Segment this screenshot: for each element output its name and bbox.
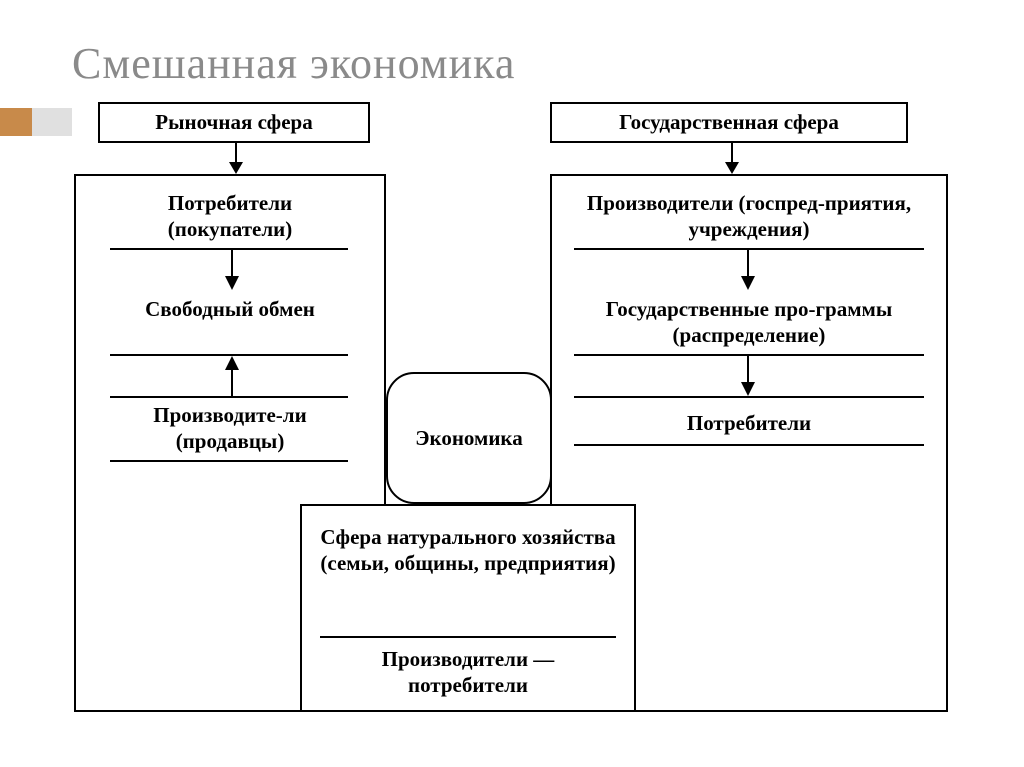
- left-header-label: Рыночная сфера: [155, 110, 312, 134]
- arrow-right-0-to-1: [738, 250, 758, 290]
- left-hr-2-top: [110, 396, 348, 398]
- right-hr-2-top: [574, 396, 924, 398]
- right-header-label: Государственная сфера: [619, 110, 839, 134]
- arrow-left-2-to-1-up: [222, 356, 242, 396]
- arrow-right-1-to-2: [738, 356, 758, 396]
- right-item-2: Потребители: [574, 410, 924, 436]
- left-item-2: Производите-ли (продавцы): [110, 402, 350, 455]
- center-label: Экономика: [415, 426, 522, 451]
- right-header-box: Государственная сфера: [550, 102, 908, 143]
- left-header-box: Рыночная сфера: [98, 102, 370, 143]
- diagram-container: Рыночная сфера Государственная сфера Пот…: [0, 0, 1024, 767]
- right-hr-2-bot: [574, 444, 924, 446]
- left-item-1: Свободный обмен: [110, 296, 350, 322]
- right-item-0: Производители (госпред-приятия, учрежден…: [574, 190, 924, 243]
- bottom-item-0: Сфера натурального хозяйства (семьи, общ…: [320, 524, 616, 577]
- left-item-0: Потребители (покупатели): [110, 190, 350, 243]
- arrow-right-header-down: [722, 142, 742, 174]
- arrow-left-header-down: [226, 142, 246, 174]
- left-hr-2-bot: [110, 460, 348, 462]
- bottom-hr-0: [320, 636, 616, 638]
- right-item-1: Государственные про-граммы (распределени…: [574, 296, 924, 349]
- bottom-item-1: Производители — потребители: [320, 646, 616, 699]
- center-node: Экономика: [386, 372, 552, 504]
- arrow-left-0-to-1: [222, 250, 242, 290]
